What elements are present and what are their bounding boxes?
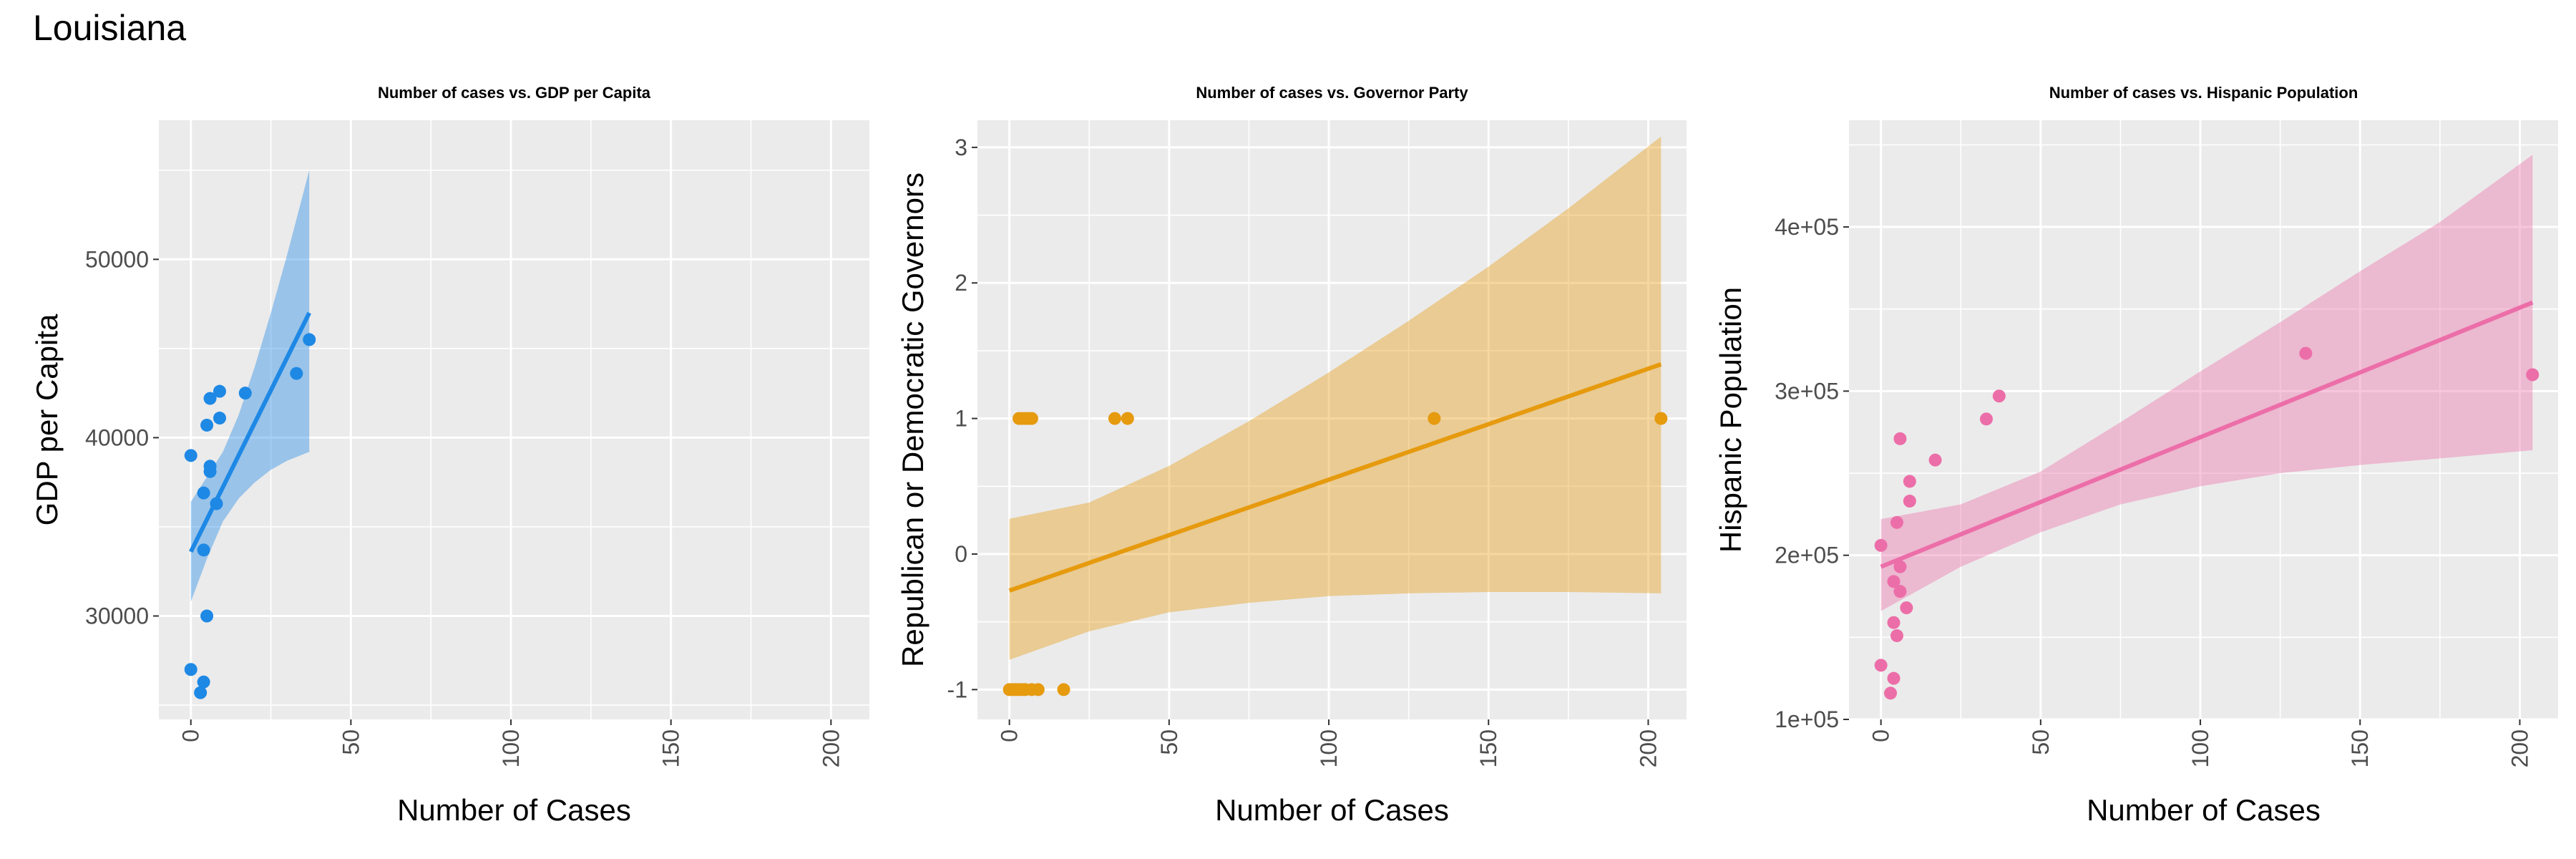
data-point bbox=[1887, 671, 1901, 685]
x-tick-label: 0 bbox=[997, 729, 1023, 742]
confidence-band bbox=[1880, 155, 2533, 611]
panel-title: Number of cases vs. Governor Party bbox=[1196, 84, 1468, 102]
data-point bbox=[203, 392, 217, 405]
data-point bbox=[1893, 585, 1907, 598]
data-point bbox=[290, 367, 303, 380]
x-tick-label: 200 bbox=[1635, 729, 1661, 767]
data-point bbox=[1108, 412, 1121, 425]
panel-title: Number of cases vs. Hispanic Population bbox=[2049, 84, 2358, 102]
data-point bbox=[1121, 412, 1134, 425]
data-point bbox=[200, 418, 214, 432]
y-tick-label: 3 bbox=[955, 135, 967, 160]
data-point bbox=[1928, 453, 1942, 467]
y-tick-label: 1 bbox=[955, 406, 967, 432]
y-tick-label: 50000 bbox=[85, 246, 149, 272]
data-point bbox=[238, 387, 252, 400]
data-point bbox=[1893, 560, 1907, 573]
y-tick-label: 40000 bbox=[85, 424, 149, 450]
x-tick-label: 0 bbox=[178, 729, 204, 742]
confidence-band bbox=[1009, 136, 1662, 660]
data-point bbox=[213, 384, 226, 398]
data-point bbox=[2526, 368, 2540, 382]
data-point bbox=[1031, 683, 1045, 697]
x-tick-label: 200 bbox=[818, 729, 844, 767]
x-axis-title: Number of Cases bbox=[2087, 793, 2321, 827]
panel-hispanic: 0 50 100 150 200 1e+05 2e+05 3e+05 4e+05 Number o… bbox=[1714, 84, 2558, 827]
data-point bbox=[1979, 412, 1993, 426]
y-tick-label: 3e+05 bbox=[1775, 378, 1839, 404]
y-tick-label: 4e+05 bbox=[1775, 214, 1839, 240]
data-point bbox=[197, 486, 210, 500]
data-point bbox=[1903, 475, 1916, 488]
data-point bbox=[1900, 601, 1913, 615]
x-tick-label: 100 bbox=[498, 729, 524, 767]
x-tick-label: 100 bbox=[1316, 729, 1342, 767]
y-axis-title: Republican or Democratic Governors bbox=[896, 173, 930, 667]
regression-line bbox=[1880, 300, 2534, 569]
data-point bbox=[1887, 616, 1901, 629]
panel-title: Number of cases vs. GDP per Capita bbox=[378, 84, 651, 102]
x-tick-label: 50 bbox=[338, 729, 364, 755]
data-point bbox=[1887, 575, 1901, 588]
x-tick-label: 200 bbox=[2507, 729, 2532, 767]
data-point bbox=[1992, 389, 2006, 403]
data-point bbox=[1890, 629, 1903, 643]
x-axis-title: Number of Cases bbox=[397, 793, 631, 827]
data-point bbox=[194, 686, 208, 699]
data-point bbox=[1654, 412, 1668, 425]
y-axis-title: Hispanic Population bbox=[1714, 287, 1747, 553]
data-point bbox=[303, 333, 316, 346]
x-axis-title: Number of Cases bbox=[1215, 793, 1449, 827]
data-point bbox=[184, 449, 197, 462]
x-tick-label: 150 bbox=[1475, 729, 1501, 767]
data-point bbox=[197, 675, 210, 689]
x-tick-label: 50 bbox=[1156, 729, 1182, 755]
data-point bbox=[1884, 686, 1898, 700]
data-point bbox=[1890, 515, 1903, 529]
y-tick-label: 2 bbox=[955, 270, 967, 296]
x-tick-label: 150 bbox=[658, 729, 684, 767]
data-point bbox=[2299, 346, 2313, 360]
data-point bbox=[1025, 412, 1038, 425]
x-tick-label: 0 bbox=[1868, 729, 1894, 742]
y-tick-label: 1e+05 bbox=[1775, 707, 1839, 732]
page-title: Louisiana bbox=[33, 8, 187, 48]
y-tick-label: 2e+05 bbox=[1775, 543, 1839, 568]
x-tick-label: 150 bbox=[2347, 729, 2373, 767]
data-point bbox=[203, 460, 217, 473]
data-point bbox=[184, 663, 197, 676]
data-point bbox=[213, 412, 226, 425]
data-point bbox=[200, 609, 214, 623]
data-point bbox=[1874, 659, 1888, 672]
data-point bbox=[1874, 538, 1888, 552]
x-tick-label: 100 bbox=[2187, 729, 2213, 767]
y-axis-title: GDP per Capita bbox=[30, 314, 64, 525]
x-tick-label: 50 bbox=[2028, 729, 2054, 755]
data-point bbox=[1428, 412, 1441, 425]
panel-gdp: 0 50 100 150 200 30000 40000 50000 Number of cas… bbox=[30, 84, 869, 827]
y-tick-label: 0 bbox=[955, 541, 967, 567]
y-tick-label: 30000 bbox=[85, 603, 149, 629]
y-tick-label: -1 bbox=[947, 676, 967, 702]
panel-governor: 0 50 100 150 200 -1 0 1 2 3 Number of cases vs. Go… bbox=[896, 84, 1687, 827]
data-point bbox=[1893, 432, 1907, 445]
data-point bbox=[1057, 683, 1070, 697]
regression-line bbox=[189, 311, 311, 553]
data-point bbox=[197, 543, 210, 557]
data-point bbox=[1903, 495, 1916, 508]
regression-line bbox=[1008, 362, 1662, 593]
